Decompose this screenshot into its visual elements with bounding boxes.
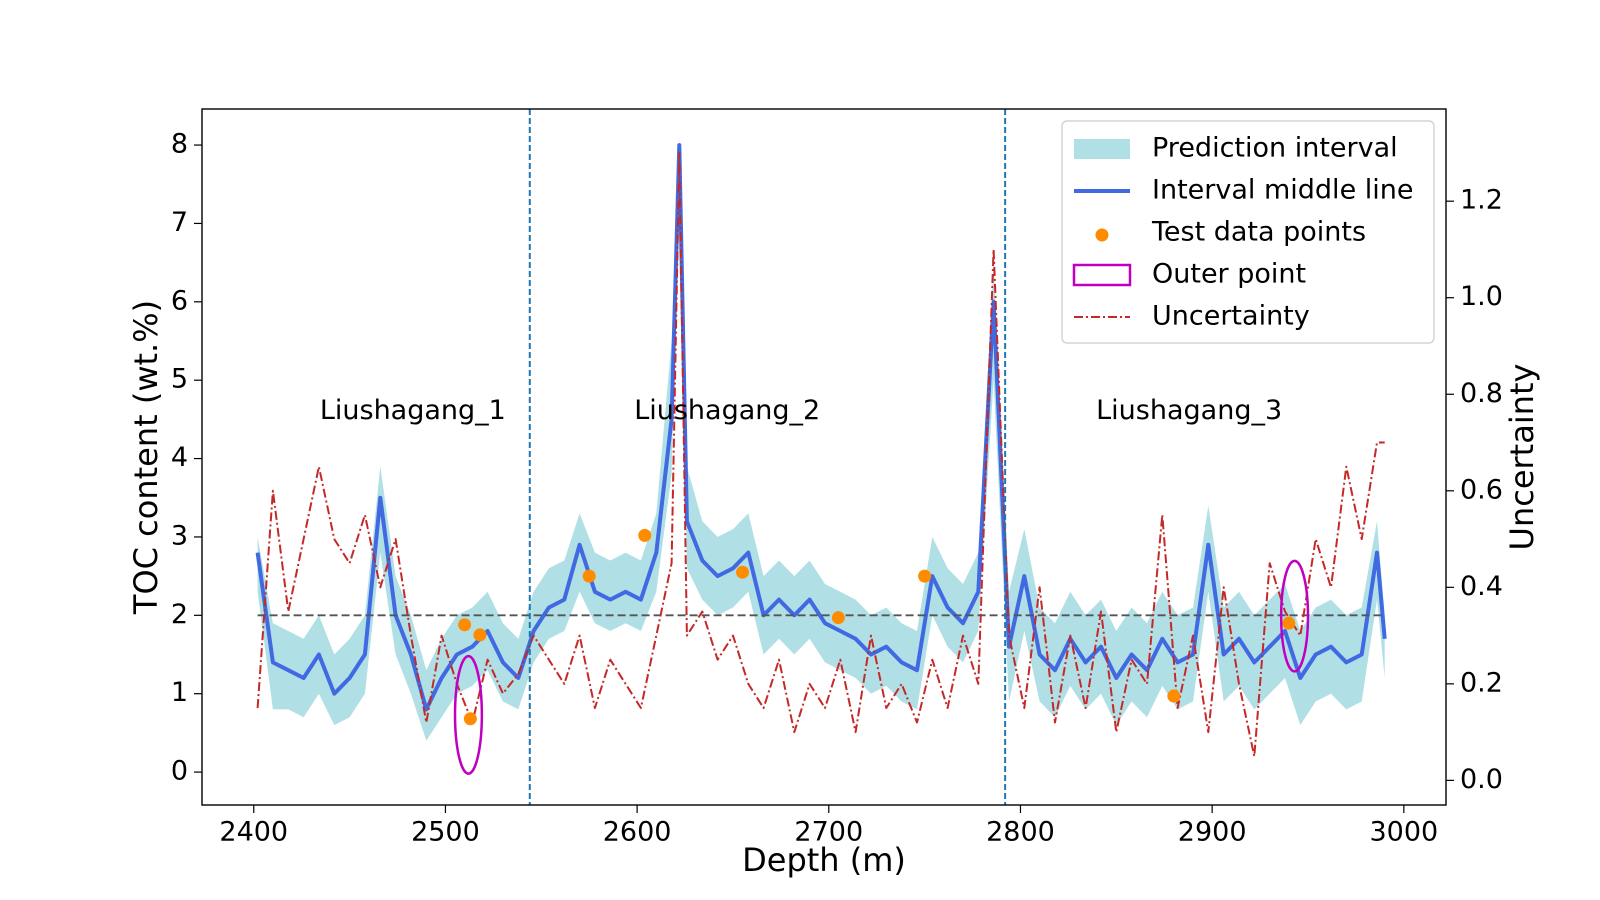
legend-label: Prediction interval: [1152, 133, 1398, 164]
formation-label: Liushagang_3: [1096, 395, 1282, 426]
outer-point: [453, 654, 484, 775]
x-tick-label: 2600: [603, 817, 672, 848]
y2-axis-label: Uncertainty: [1503, 364, 1541, 551]
test-point: [582, 569, 596, 583]
y2-tick-label: 0.2: [1460, 667, 1503, 698]
y-tick-label: 1: [171, 677, 188, 708]
test-point: [736, 565, 750, 579]
y-tick-label: 4: [171, 442, 188, 473]
test-point: [918, 569, 932, 583]
legend-swatch: [1095, 228, 1109, 242]
y2-tick-label: 1.2: [1460, 185, 1503, 216]
legend-label: Interval middle line: [1152, 175, 1413, 206]
plot-frame: [201, 108, 1447, 806]
test-point: [458, 618, 472, 632]
prediction-band: [257, 137, 1385, 741]
x-axis-label: Depth (m): [742, 841, 906, 879]
y-tick-label: 3: [171, 520, 188, 551]
y-tick-label: 7: [171, 207, 188, 238]
x-tick-label: 2500: [411, 817, 480, 848]
x-tick-label: 2800: [986, 817, 1055, 848]
test-point: [1167, 689, 1181, 703]
y-tick-label: 5: [171, 364, 188, 395]
y2-tick-label: 0.8: [1460, 378, 1503, 409]
test-point: [463, 712, 477, 726]
test-point: [473, 628, 487, 642]
x-tick-label: 2400: [219, 817, 288, 848]
uncertainty-line: [256, 151, 1385, 758]
x-tick-label: 2900: [1178, 817, 1247, 848]
outer-point: [1279, 559, 1310, 673]
test-point: [1282, 616, 1296, 630]
y-tick-label: 8: [171, 129, 188, 160]
y-tick-label: 2: [171, 599, 188, 630]
x-tick-label: 2700: [794, 817, 863, 848]
formation-label: Liushagang_1: [320, 395, 506, 426]
legend-swatch: [1072, 263, 1132, 287]
test-point: [638, 528, 652, 542]
y2-tick-label: 1.0: [1460, 281, 1503, 312]
y2-tick-label: 0.0: [1460, 764, 1503, 795]
y-tick-label: 0: [171, 756, 188, 787]
middle-line: [255, 143, 1387, 712]
y2-tick-label: 0.6: [1460, 474, 1503, 505]
y-tick-label: 6: [171, 285, 188, 316]
x-tick-label: 3000: [1369, 817, 1438, 848]
legend-box: [1061, 120, 1435, 344]
formation-label: Liushagang_2: [634, 395, 820, 426]
legend-label: Uncertainty: [1152, 301, 1310, 332]
y2-tick-label: 0.4: [1460, 571, 1503, 602]
legend-label: Test data points: [1151, 217, 1366, 248]
test-point: [831, 611, 845, 625]
y-axis-label: TOC content (wt.%): [127, 300, 165, 615]
legend-label: Outer point: [1152, 259, 1306, 290]
legend-swatch: [1074, 139, 1130, 159]
